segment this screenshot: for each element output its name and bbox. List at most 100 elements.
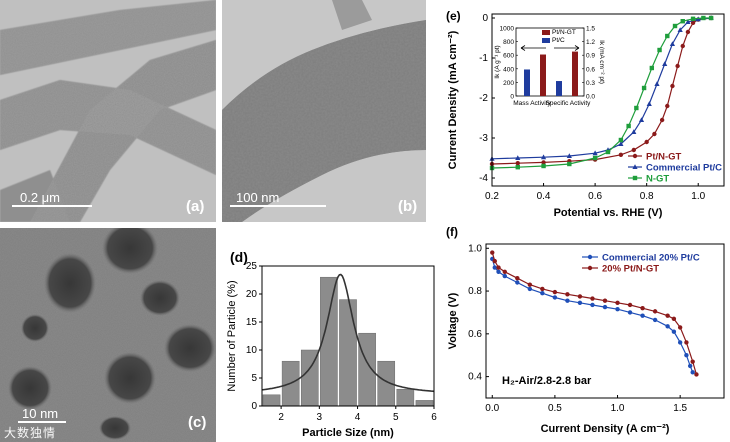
data-point bbox=[577, 294, 583, 299]
data-point bbox=[631, 147, 636, 153]
data-point bbox=[640, 305, 645, 311]
y-tick-label: 5 bbox=[251, 373, 257, 384]
chart-panel-d: 2 3 4 5 6 0 5 10 15 20 25 Particle Size (nm) Numb… bbox=[222, 228, 442, 442]
inset-legend-swatch bbox=[542, 38, 550, 43]
x-tick-label: 1.0 bbox=[611, 403, 625, 414]
panel-label-c: (c) bbox=[188, 414, 207, 431]
data-point bbox=[618, 137, 624, 143]
scale-bar-a bbox=[12, 205, 92, 207]
data-point bbox=[552, 295, 558, 300]
polarization-chart: 0.0 0.5 1.0 1.5 0.4 0.6 0.8 1.0 Commercial 20%… bbox=[446, 225, 725, 435]
nanoparticles bbox=[8, 228, 216, 440]
x-axis-label: Current Density (A cm⁻²) bbox=[541, 423, 670, 435]
data-point bbox=[515, 155, 521, 160]
data-point bbox=[502, 273, 507, 279]
watermark: 大数独情 bbox=[4, 426, 57, 440]
data-point bbox=[665, 324, 670, 329]
inset-left-tick-label: 400 bbox=[503, 66, 514, 73]
tem-panel-a: 0.2 μm (a) bbox=[0, 0, 216, 222]
panel-label-f: (f) bbox=[446, 225, 458, 239]
inset-right-tick-label: 0.3 bbox=[586, 80, 595, 87]
data-point bbox=[640, 313, 645, 318]
y-tick-label: 0 bbox=[251, 401, 257, 412]
x-tick-label: 0.8 bbox=[640, 191, 654, 202]
data-point bbox=[592, 155, 598, 161]
histogram-bar bbox=[396, 388, 415, 407]
legend-label: Commercial 20% Pt/C bbox=[602, 253, 700, 264]
data-point bbox=[615, 300, 620, 306]
left-arrow-icon bbox=[520, 45, 546, 51]
data-point bbox=[669, 41, 676, 46]
series-commercial-20-pt-c bbox=[490, 256, 695, 375]
y-axis-label: Number of Particle (%) bbox=[226, 280, 238, 391]
x-tick-label: 0.4 bbox=[537, 191, 551, 202]
data-point bbox=[649, 65, 655, 71]
inset-right-tick-label: 0.0 bbox=[586, 94, 595, 101]
inset-left-tick-label: 800 bbox=[503, 39, 514, 46]
data-point bbox=[708, 15, 714, 21]
plot-frame bbox=[261, 265, 435, 407]
panel-label-a: (a) bbox=[186, 198, 205, 215]
data-point bbox=[644, 139, 649, 145]
data-point bbox=[690, 370, 695, 375]
data-point bbox=[541, 160, 546, 165]
x-axis-label: Particle Size (nm) bbox=[302, 427, 394, 439]
data-point bbox=[677, 325, 683, 330]
data-point bbox=[652, 309, 658, 314]
inset-bar-mass bbox=[524, 69, 530, 96]
inset-right-tick-label: 0.9 bbox=[586, 53, 595, 60]
series-20-pt-n-gt bbox=[490, 250, 699, 377]
x-tick-label: 1.5 bbox=[673, 403, 687, 414]
inset-bar-specific bbox=[572, 51, 578, 96]
x-tick-label: 1.0 bbox=[691, 191, 705, 202]
legend-label: N-GT bbox=[646, 174, 669, 185]
data-point bbox=[685, 29, 691, 35]
data-point bbox=[627, 302, 633, 308]
data-point bbox=[496, 265, 501, 270]
y-tick-label: 20 bbox=[246, 289, 258, 300]
x-tick-label: 2 bbox=[278, 412, 284, 423]
y-tick-label: 0.6 bbox=[468, 329, 482, 340]
y-axis-label: Current Density (mA cm⁻²) bbox=[447, 30, 459, 169]
series-line bbox=[491, 252, 697, 375]
data-point bbox=[694, 372, 699, 377]
histogram-chart: 2 3 4 5 6 0 5 10 15 20 25 Particle Size (nm) Numb… bbox=[226, 249, 437, 439]
data-point bbox=[492, 265, 497, 270]
data-point bbox=[618, 141, 624, 146]
lorentz-fit-curve bbox=[261, 273, 435, 393]
data-point bbox=[515, 280, 520, 285]
data-point bbox=[515, 161, 520, 166]
data-point bbox=[690, 359, 695, 364]
data-point bbox=[672, 23, 678, 29]
data-point bbox=[552, 289, 558, 295]
histogram-bar bbox=[262, 394, 281, 407]
lsv-chart: 0.2 0.4 0.6 0.8 1.0 0-1-2-3-4 Pt/N-GTCommerc… bbox=[446, 9, 725, 219]
inset-bar-mass bbox=[540, 54, 546, 96]
data-point bbox=[618, 152, 624, 157]
inset-bar-specific bbox=[556, 81, 562, 96]
tem-panel-b: 100 nm (b) bbox=[222, 0, 426, 222]
right-arrow-icon bbox=[554, 45, 580, 51]
series-line bbox=[491, 258, 694, 373]
data-point bbox=[590, 296, 595, 301]
histogram-bar bbox=[339, 299, 357, 407]
legend-marker bbox=[632, 153, 638, 159]
inset-left-tick-label: 0 bbox=[510, 94, 514, 101]
data-point bbox=[652, 317, 658, 323]
y-axis-label: Voltage (V) bbox=[447, 292, 459, 349]
x-tick-label: 0.2 bbox=[485, 191, 499, 202]
x-tick-label: 0.0 bbox=[485, 403, 499, 414]
legend-marker bbox=[587, 265, 593, 271]
scale-bar-b bbox=[230, 205, 326, 207]
data-point bbox=[527, 286, 533, 292]
data-point bbox=[540, 154, 547, 160]
x-tick-label: 0.5 bbox=[548, 403, 562, 414]
data-point bbox=[675, 63, 680, 69]
histogram-bar bbox=[358, 332, 376, 407]
y-tick-label: 0.8 bbox=[468, 286, 482, 297]
data-point bbox=[677, 27, 683, 32]
data-point bbox=[654, 81, 660, 86]
legend-marker bbox=[587, 254, 593, 260]
data-point bbox=[657, 47, 662, 53]
data-point bbox=[567, 161, 572, 167]
